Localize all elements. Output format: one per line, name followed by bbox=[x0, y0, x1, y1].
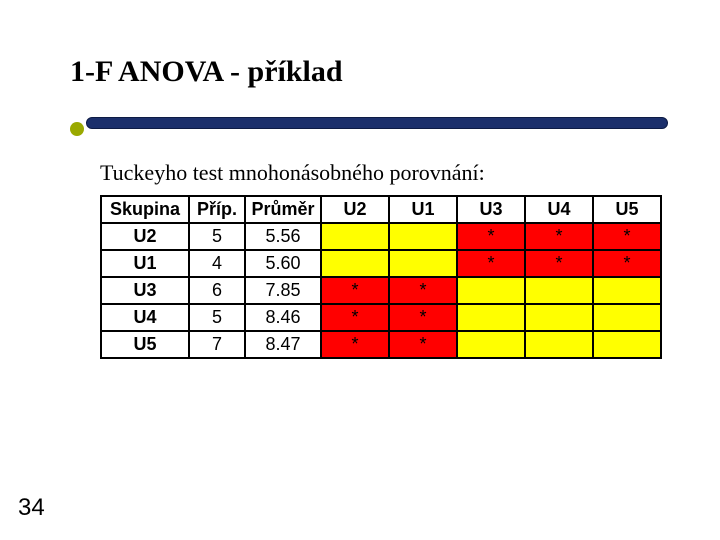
row-prip: 4 bbox=[189, 250, 245, 277]
col-header-prumer: Průměr bbox=[245, 196, 321, 223]
comparison-cell: * bbox=[457, 223, 525, 250]
comparison-table-wrap: Skupina Příp. Průměr U2 U1 U3 U4 U5 U255… bbox=[100, 195, 662, 359]
comparison-cell bbox=[593, 331, 661, 358]
row-label: U4 bbox=[101, 304, 189, 331]
col-header-u2: U2 bbox=[321, 196, 389, 223]
slide: 1-F ANOVA - příklad Tuckeyho test mnohon… bbox=[0, 0, 720, 540]
col-header-skupina: Skupina bbox=[101, 196, 189, 223]
comparison-cell bbox=[321, 223, 389, 250]
row-prumer: 8.47 bbox=[245, 331, 321, 358]
col-header-u5: U5 bbox=[593, 196, 661, 223]
table-row: U578.47** bbox=[101, 331, 661, 358]
comparison-cell: * bbox=[389, 304, 457, 331]
comparison-cell: * bbox=[525, 250, 593, 277]
table-row: U145.60*** bbox=[101, 250, 661, 277]
row-label: U5 bbox=[101, 331, 189, 358]
comparison-table: Skupina Příp. Průměr U2 U1 U3 U4 U5 U255… bbox=[100, 195, 662, 359]
bullet-icon bbox=[70, 122, 84, 136]
comparison-cell: * bbox=[389, 277, 457, 304]
row-prip: 5 bbox=[189, 304, 245, 331]
comparison-cell bbox=[321, 250, 389, 277]
comparison-cell bbox=[525, 304, 593, 331]
comparison-cell bbox=[525, 331, 593, 358]
row-prip: 7 bbox=[189, 331, 245, 358]
comparison-cell bbox=[457, 304, 525, 331]
table-body: U255.56***U145.60***U367.85**U458.46**U5… bbox=[101, 223, 661, 358]
table-row: U255.56*** bbox=[101, 223, 661, 250]
comparison-cell: * bbox=[593, 250, 661, 277]
col-header-u1: U1 bbox=[389, 196, 457, 223]
comparison-cell: * bbox=[389, 331, 457, 358]
comparison-cell: * bbox=[321, 277, 389, 304]
row-prumer: 5.56 bbox=[245, 223, 321, 250]
comparison-cell: * bbox=[321, 304, 389, 331]
comparison-cell: * bbox=[321, 331, 389, 358]
comparison-cell: * bbox=[593, 223, 661, 250]
comparison-cell bbox=[593, 304, 661, 331]
comparison-cell bbox=[593, 277, 661, 304]
comparison-cell bbox=[389, 250, 457, 277]
comparison-cell bbox=[457, 277, 525, 304]
comparison-cell: * bbox=[525, 223, 593, 250]
col-header-u4: U4 bbox=[525, 196, 593, 223]
table-header-row: Skupina Příp. Průměr U2 U1 U3 U4 U5 bbox=[101, 196, 661, 223]
row-prip: 5 bbox=[189, 223, 245, 250]
table-row: U458.46** bbox=[101, 304, 661, 331]
row-prumer: 5.60 bbox=[245, 250, 321, 277]
comparison-cell bbox=[525, 277, 593, 304]
table-head: Skupina Příp. Průměr U2 U1 U3 U4 U5 bbox=[101, 196, 661, 223]
comparison-cell: * bbox=[457, 250, 525, 277]
col-header-u3: U3 bbox=[457, 196, 525, 223]
row-label: U1 bbox=[101, 250, 189, 277]
page-number: 34 bbox=[18, 494, 45, 522]
comparison-cell bbox=[457, 331, 525, 358]
row-prip: 6 bbox=[189, 277, 245, 304]
row-label: U2 bbox=[101, 223, 189, 250]
row-prumer: 7.85 bbox=[245, 277, 321, 304]
row-label: U3 bbox=[101, 277, 189, 304]
row-prumer: 8.46 bbox=[245, 304, 321, 331]
title-rule bbox=[86, 117, 668, 129]
slide-title: 1-F ANOVA - příklad bbox=[70, 55, 343, 89]
col-header-prip: Příp. bbox=[189, 196, 245, 223]
table-row: U367.85** bbox=[101, 277, 661, 304]
slide-subtitle: Tuckeyho test mnohonásobného porovnání: bbox=[100, 160, 485, 186]
comparison-cell bbox=[389, 223, 457, 250]
